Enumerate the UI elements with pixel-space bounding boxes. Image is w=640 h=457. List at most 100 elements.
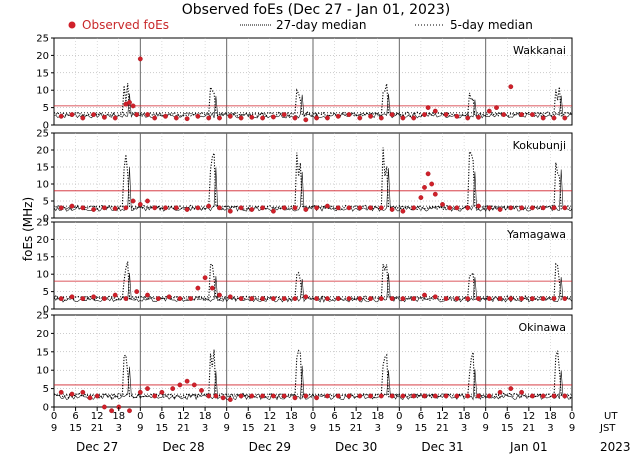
observed-point xyxy=(155,296,161,301)
station-label: Kokubunji xyxy=(513,139,566,152)
observed-point xyxy=(422,112,427,118)
y-tick-label: 10 xyxy=(36,180,49,191)
observed-point xyxy=(378,205,384,211)
observed-point xyxy=(400,393,406,399)
observed-point xyxy=(69,112,75,118)
observed-point xyxy=(109,408,115,414)
y-tick-label: 5 xyxy=(43,384,49,395)
observed-point xyxy=(69,391,75,397)
observed-point xyxy=(191,382,197,388)
observed-point xyxy=(281,393,287,399)
observed-point xyxy=(425,171,431,177)
observed-point xyxy=(508,205,514,211)
observed-point xyxy=(497,207,503,212)
station-label: Okinawa xyxy=(518,321,566,334)
observed-point xyxy=(540,115,546,121)
observed-point xyxy=(112,292,118,298)
station-label: Yamagawa xyxy=(506,228,566,241)
observed-point xyxy=(465,393,471,399)
chart-title: Observed foEs (Dec 27 - Jan 01, 2023) xyxy=(182,2,451,18)
observed-point xyxy=(58,205,64,211)
observed-point xyxy=(123,296,129,301)
jst-tick-label: 15 xyxy=(328,423,341,434)
observed-point xyxy=(530,296,535,301)
observed-point xyxy=(562,393,568,399)
ut-tick-label: 0 xyxy=(310,411,316,422)
observed-point xyxy=(195,205,201,211)
panels: 0 5 10 15 20 25 Wakkanai 0 5 10 15 20 25 Kokubunji 0 5 1… xyxy=(36,34,573,414)
observed-point xyxy=(137,201,143,207)
observed-point xyxy=(134,289,140,294)
legend: Observed foEs 27-day median 5-day median xyxy=(68,18,533,32)
observed-point xyxy=(145,292,150,298)
observed-point xyxy=(188,296,194,301)
y-tick-label: 25 xyxy=(36,311,49,322)
observed-point xyxy=(486,205,492,211)
observed-point xyxy=(112,206,118,211)
observed-point xyxy=(335,205,341,211)
observed-point xyxy=(80,205,86,211)
y-tick-label: 0 xyxy=(43,403,49,414)
observed-point xyxy=(163,113,168,119)
observed-point xyxy=(58,296,64,301)
y-tick-label: 20 xyxy=(36,329,49,340)
observed-point xyxy=(465,205,471,211)
observed-point xyxy=(324,296,330,301)
y-tick-label: 0 xyxy=(43,214,49,225)
observed-point xyxy=(314,395,319,401)
observed-point xyxy=(227,397,233,402)
y-tick-label: 20 xyxy=(36,51,49,62)
observed-point xyxy=(335,113,341,119)
observed-point xyxy=(238,393,244,399)
observed-point xyxy=(562,205,568,211)
observed-point xyxy=(91,112,97,118)
observed-point xyxy=(519,112,524,118)
jst-tick-label: 3 xyxy=(202,423,208,434)
observed-point xyxy=(530,393,535,399)
observed-point xyxy=(270,208,276,214)
median-27day-line xyxy=(53,272,573,303)
panel-wakkanai: 0 5 10 15 20 25 Wakkanai xyxy=(36,34,573,132)
median-5day-line xyxy=(53,261,573,302)
observed-point xyxy=(378,393,384,399)
y-tick-label: 15 xyxy=(36,68,49,79)
y-tick-label: 20 xyxy=(36,146,49,157)
observed-point xyxy=(281,112,287,118)
y-tick-label: 15 xyxy=(36,163,49,174)
jst-tick-label: 3 xyxy=(461,423,467,434)
median-5day-line xyxy=(53,83,573,118)
observed-point xyxy=(152,115,158,121)
ut-tick-label: 12 xyxy=(263,411,276,422)
observed-point xyxy=(80,296,86,301)
legend-5day-label: 5-day median xyxy=(450,18,533,32)
observed-point xyxy=(213,393,219,399)
observed-point xyxy=(238,205,244,211)
ut-tick-label: 0 xyxy=(137,411,143,422)
observed-point xyxy=(432,191,438,197)
jst-tick-label: 3 xyxy=(116,423,122,434)
observed-point xyxy=(346,112,352,118)
observed-point xyxy=(378,296,384,301)
jst-tick-label: 9 xyxy=(396,423,402,434)
observed-point xyxy=(145,112,150,118)
day-label: Jan 01 xyxy=(509,440,548,454)
observed-point xyxy=(389,296,395,301)
observed-point xyxy=(94,393,100,399)
observed-point xyxy=(443,393,449,399)
panel-kokubunji: 0 5 10 15 20 25 Kokubunji xyxy=(36,129,573,225)
observed-point xyxy=(137,56,143,62)
observed-point xyxy=(422,292,427,298)
observed-point xyxy=(170,386,176,391)
y-tick-label: 0 xyxy=(43,305,49,316)
observed-point xyxy=(508,84,514,90)
year-label: 2023 xyxy=(600,440,631,454)
ut-tick-label: 12 xyxy=(436,411,449,422)
observed-point xyxy=(91,294,97,300)
observed-point xyxy=(551,205,557,211)
observed-point xyxy=(249,296,255,301)
y-axis-label: foEs (MHz) xyxy=(21,197,35,261)
observed-point xyxy=(292,115,298,121)
observed-point xyxy=(418,195,424,201)
y-tick-label: 25 xyxy=(36,34,49,45)
observed-point xyxy=(551,393,557,399)
